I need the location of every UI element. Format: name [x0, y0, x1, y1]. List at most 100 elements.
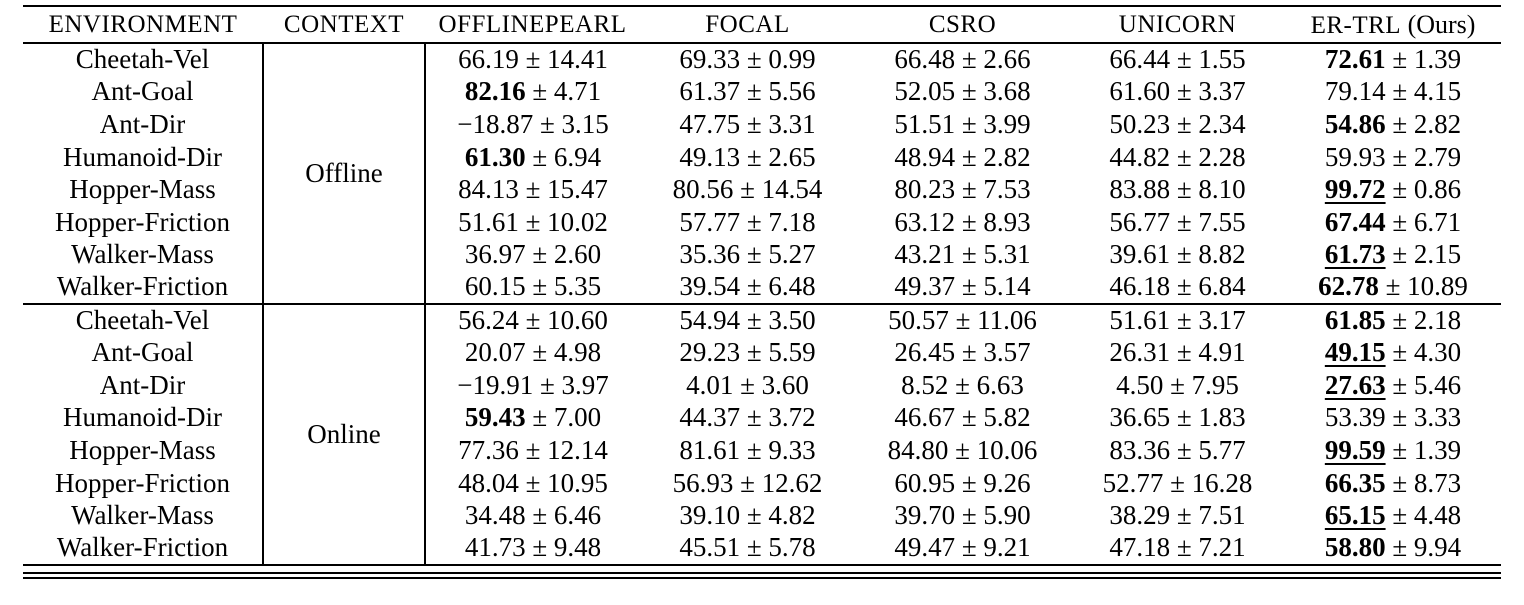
mean-value: 8.52 — [901, 369, 949, 400]
std-value: ± 5.31 — [955, 239, 1031, 270]
table-row: Hopper-Mass 84.13 ± 15.47 80.56 ± 14.54 80.… — [23, 173, 1501, 206]
environment-cell: Cheetah-Vel — [23, 302, 264, 337]
mean-value: 47.18 — [1109, 532, 1171, 563]
table-row: Ant-Dir −18.87 ± 3.15 47.75 ± 3.31 51.51 ± … — [23, 108, 1501, 141]
result-cell: 44.37 ± 3.72 — [640, 402, 855, 435]
std-value: ± 6.84 — [1170, 271, 1246, 302]
std-value: ± 3.99 — [955, 108, 1031, 139]
mean-value: 39.54 — [679, 271, 741, 302]
result-cell: 49.15 ± 4.30 — [1285, 336, 1501, 369]
result-cell: 27.63 ± 5.46 — [1285, 369, 1501, 402]
result-cell: 66.48 ± 2.66 — [855, 43, 1070, 76]
mean-value: 84.13 — [458, 174, 519, 205]
std-value: ± 2.82 — [955, 141, 1031, 172]
std-value: ± 10.60 — [518, 305, 608, 336]
result-cell: 60.15 ± 5.35 — [425, 271, 640, 304]
result-cell: 38.29 ± 7.51 — [1070, 499, 1285, 532]
result-cell: 34.48 ± 6.46 — [425, 499, 640, 532]
result-cell: 82.16 ± 4.71 — [425, 76, 640, 109]
std-value: ± 1.83 — [1170, 402, 1246, 433]
result-cell: 61.85 ± 2.18 — [1285, 302, 1501, 337]
result-cell: 4.50 ± 7.95 — [1070, 369, 1285, 402]
std-value: ± 16.28 — [1163, 467, 1253, 498]
context-cell: Offline — [263, 43, 426, 304]
mean-value: 79.14 — [1324, 76, 1386, 107]
mean-value: 54.94 — [679, 305, 741, 336]
mean-value: 66.35 — [1324, 467, 1386, 498]
std-value: ± 9.94 — [1385, 532, 1462, 563]
std-value: ± 3.37 — [1170, 76, 1246, 107]
std-value: ± 0.86 — [1385, 174, 1462, 205]
mean-value: 39.70 — [894, 500, 956, 531]
std-value: ± 4.15 — [1385, 76, 1462, 107]
mean-value: 66.19 — [458, 44, 519, 75]
environment-cell: Hopper-Mass — [23, 434, 264, 467]
mean-value: 59.93 — [1324, 141, 1386, 172]
mean-value: 53.39 — [1324, 402, 1386, 433]
result-cell: 36.65 ± 1.83 — [1070, 402, 1285, 435]
mean-value: 56.77 — [1109, 206, 1171, 237]
std-value: ± 6.48 — [740, 271, 816, 302]
mean-value: 56.93 — [672, 467, 734, 498]
std-value: ± 10.06 — [948, 434, 1038, 465]
table-row: Hopper-Mass 77.36 ± 12.14 81.61 ± 9.33 84.8… — [23, 434, 1501, 467]
table-row: Ant-Goal 20.07 ± 4.98 29.23 ± 5.59 26.45 ± … — [23, 336, 1501, 369]
mean-value: 61.37 — [679, 76, 741, 107]
result-cell: 36.97 ± 2.60 — [425, 239, 640, 272]
result-cell: 26.31 ± 4.91 — [1070, 336, 1285, 369]
result-cell: 47.18 ± 7.21 — [1070, 532, 1285, 565]
environment-cell: Walker-Mass — [23, 499, 264, 532]
mean-value: −19.91 — [457, 369, 534, 400]
column-header-context: CONTEXT — [263, 6, 425, 44]
std-value: ± 12.14 — [518, 434, 608, 465]
table-row: Walker-Friction 41.73 ± 9.48 45.51 ± 5.78 4… — [23, 531, 1501, 565]
column-header-offlinepearl: OFFLINEPEARL — [425, 6, 640, 44]
std-value: ± 3.68 — [955, 76, 1031, 107]
mean-value: 41.73 — [464, 532, 526, 563]
std-value: ± 5.35 — [525, 271, 602, 302]
mean-value: 35.36 — [679, 239, 741, 270]
table-header: ENVIRONMENT CONTEXT OFFLINEPEARL FOCAL C… — [23, 6, 1501, 44]
mean-value: 34.48 — [464, 500, 526, 531]
result-cell: 51.51 ± 3.99 — [855, 108, 1070, 141]
environment-cell: Walker-Mass — [23, 238, 264, 272]
environment-cell: Cheetah-Vel — [23, 43, 264, 76]
std-value: ± 10.89 — [1378, 271, 1468, 302]
result-cell: 63.12 ± 8.93 — [855, 206, 1070, 239]
mean-value: 80.23 — [894, 174, 956, 205]
std-value: ± 1.39 — [1385, 44, 1462, 75]
std-value: ± 4.30 — [1385, 337, 1462, 368]
mean-value: 49.15 — [1324, 337, 1386, 368]
result-cell: 53.39 ± 3.33 — [1285, 402, 1501, 435]
std-value: ± 9.21 — [955, 532, 1031, 563]
std-value: ± 5.90 — [955, 500, 1031, 531]
result-cell: 83.36 ± 5.77 — [1070, 434, 1285, 467]
mean-value: 58.80 — [1324, 532, 1386, 563]
std-value: ± 10.95 — [518, 467, 608, 498]
std-value: ± 9.33 — [740, 434, 816, 465]
result-cell: 69.33 ± 0.99 — [640, 43, 855, 76]
result-cell: 39.54 ± 6.48 — [640, 271, 855, 304]
mean-value: 39.10 — [679, 500, 741, 531]
result-cell: 54.86 ± 2.82 — [1285, 108, 1501, 141]
result-cell: 29.23 ± 5.59 — [640, 336, 855, 369]
column-header-environment: ENVIRONMENT — [23, 6, 263, 44]
std-value: ± 3.57 — [955, 337, 1031, 368]
std-value: ± 2.34 — [1170, 108, 1246, 139]
result-cell: 80.23 ± 7.53 — [855, 173, 1070, 206]
result-cell: 51.61 ± 3.17 — [1070, 302, 1285, 337]
ours-suffix: (Ours) — [1401, 9, 1476, 39]
result-cell: 61.37 ± 5.56 — [640, 76, 855, 109]
result-cell: 50.57 ± 11.06 — [855, 302, 1070, 337]
mean-value: 44.82 — [1109, 141, 1171, 172]
result-cell: 48.94 ± 2.82 — [855, 141, 1070, 174]
result-cell: 35.36 ± 5.27 — [640, 239, 855, 272]
mean-value: 50.23 — [1109, 108, 1171, 139]
mean-value: 57.77 — [679, 206, 741, 237]
results-table: ENVIRONMENT CONTEXT OFFLINEPEARL FOCAL C… — [23, 5, 1501, 566]
result-cell: 61.30 ± 6.94 — [425, 141, 640, 174]
std-value: ± 2.82 — [1385, 108, 1462, 139]
table-row: Walker-Mass 34.48 ± 6.46 39.10 ± 4.82 39.70… — [23, 499, 1501, 532]
result-cell: 57.77 ± 7.18 — [640, 206, 855, 239]
bottom-double-rule — [23, 571, 1501, 579]
